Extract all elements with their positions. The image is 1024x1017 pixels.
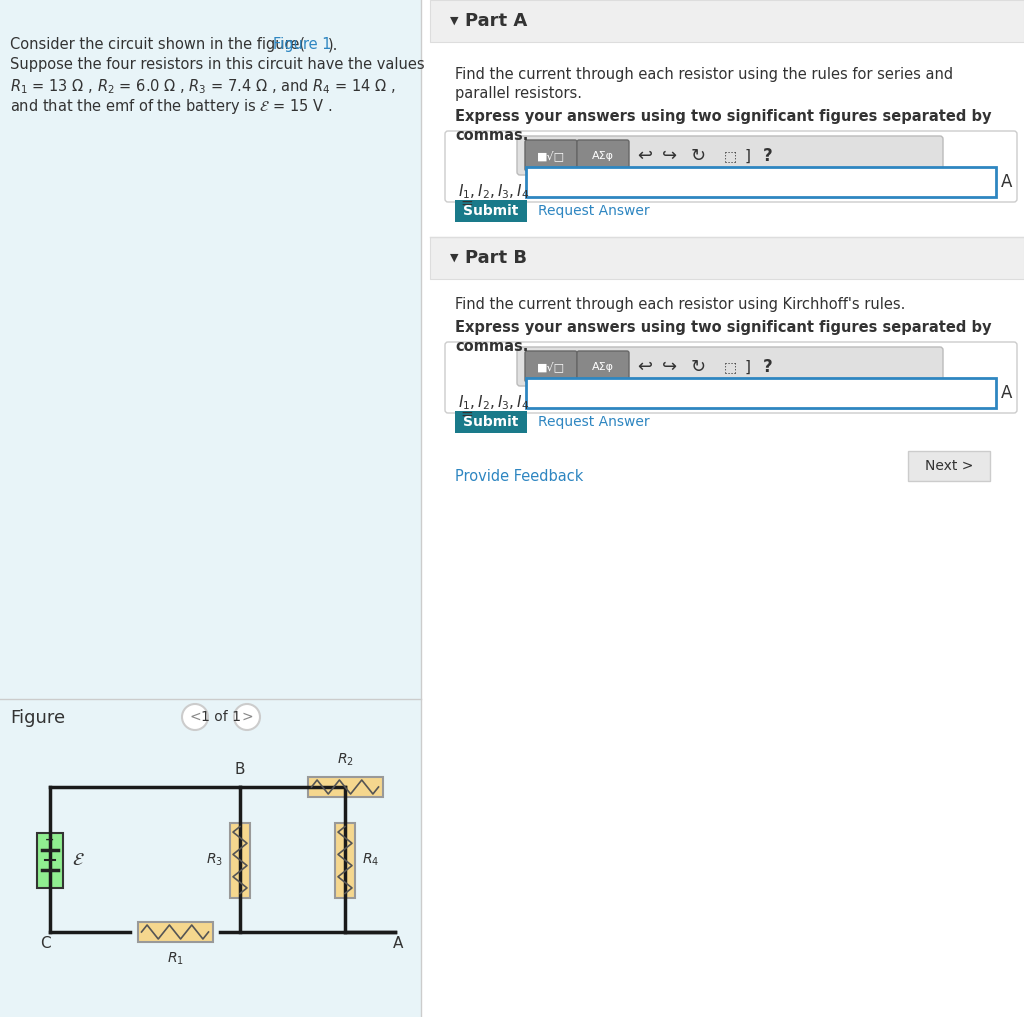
Text: AΣφ: AΣφ (592, 362, 614, 372)
Text: Part A: Part A (465, 12, 527, 29)
Text: Next >: Next > (925, 459, 973, 473)
Text: ?: ? (763, 358, 773, 376)
FancyBboxPatch shape (526, 378, 996, 408)
Text: 1 of 1: 1 of 1 (201, 710, 241, 724)
Text: $R_2$: $R_2$ (337, 752, 353, 768)
FancyBboxPatch shape (37, 833, 63, 888)
FancyBboxPatch shape (577, 351, 629, 382)
Text: Provide Feedback: Provide Feedback (455, 469, 584, 484)
Text: and that the emf of the battery is $\mathcal{E}$ = 15 V .: and that the emf of the battery is $\mat… (10, 97, 333, 116)
Text: Submit: Submit (463, 204, 519, 218)
Text: +: + (45, 835, 54, 845)
Text: $\mathcal{E}$: $\mathcal{E}$ (72, 851, 85, 869)
FancyBboxPatch shape (455, 200, 527, 222)
Text: C: C (40, 936, 50, 951)
Text: ▼: ▼ (450, 253, 459, 263)
Text: $=$: $=$ (458, 406, 474, 421)
FancyBboxPatch shape (445, 131, 1017, 202)
Text: ]: ] (745, 148, 751, 164)
FancyBboxPatch shape (430, 237, 1024, 279)
Text: Express your answers using two significant figures separated by: Express your answers using two significa… (455, 109, 991, 124)
FancyBboxPatch shape (455, 411, 527, 433)
Text: Suppose the four resistors in this circuit have the values: Suppose the four resistors in this circu… (10, 57, 425, 72)
Text: ■√□: ■√□ (537, 151, 565, 162)
Text: ↻: ↻ (690, 147, 706, 165)
Text: ↻: ↻ (690, 358, 706, 376)
FancyBboxPatch shape (430, 0, 1024, 42)
Circle shape (234, 704, 260, 730)
Text: ⬚: ⬚ (723, 360, 736, 374)
FancyBboxPatch shape (577, 140, 629, 171)
Text: parallel resistors.: parallel resistors. (455, 86, 582, 101)
Text: Request Answer: Request Answer (538, 204, 649, 218)
FancyBboxPatch shape (525, 140, 577, 171)
FancyBboxPatch shape (137, 922, 213, 942)
Text: Express your answers using two significant figures separated by: Express your answers using two significa… (455, 320, 991, 335)
Text: <: < (189, 710, 201, 724)
Text: Figure: Figure (10, 709, 66, 727)
Text: ).: ). (328, 37, 338, 52)
Text: ▼: ▼ (450, 16, 459, 26)
Text: $R_1$ = 13 $\Omega$ , $R_2$ = 6.0 $\Omega$ , $R_3$ = 7.4 $\Omega$ , and $R_4$ = : $R_1$ = 13 $\Omega$ , $R_2$ = 6.0 $\Omeg… (10, 77, 395, 96)
Text: >: > (242, 710, 253, 724)
FancyBboxPatch shape (526, 167, 996, 197)
FancyBboxPatch shape (517, 347, 943, 386)
Text: commas.: commas. (455, 339, 528, 354)
FancyBboxPatch shape (525, 351, 577, 382)
Circle shape (182, 704, 208, 730)
Text: AΣφ: AΣφ (592, 151, 614, 161)
Text: Find the current through each resistor using the rules for series and: Find the current through each resistor u… (455, 67, 953, 82)
Text: $R_4$: $R_4$ (362, 852, 379, 869)
Text: B: B (234, 762, 246, 777)
Text: A: A (1001, 173, 1013, 191)
Text: A: A (393, 936, 403, 951)
Text: Consider the circuit shown in the figure(: Consider the circuit shown in the figure… (10, 37, 305, 52)
Text: Request Answer: Request Answer (538, 415, 649, 429)
Text: $R_3$: $R_3$ (206, 852, 223, 869)
FancyBboxPatch shape (517, 136, 943, 175)
Text: Figure 1: Figure 1 (273, 37, 332, 52)
Text: Part B: Part B (465, 249, 527, 267)
Text: ⬚: ⬚ (723, 149, 736, 163)
Text: $I_1, I_2, I_3, I_4$: $I_1, I_2, I_3, I_4$ (458, 393, 529, 412)
Text: A: A (1001, 384, 1013, 402)
Text: ■√□: ■√□ (537, 362, 565, 372)
FancyBboxPatch shape (908, 451, 990, 481)
FancyBboxPatch shape (0, 0, 421, 1017)
Text: $=$: $=$ (458, 195, 474, 210)
Text: ↩: ↩ (637, 147, 652, 165)
Text: $I_1, I_2, I_3, I_4$: $I_1, I_2, I_3, I_4$ (458, 182, 529, 200)
Text: commas.: commas. (455, 128, 528, 143)
Text: ↪: ↪ (663, 358, 678, 376)
Text: ]: ] (745, 359, 751, 374)
Text: Submit: Submit (463, 415, 519, 429)
Text: ↪: ↪ (663, 147, 678, 165)
Text: ↩: ↩ (637, 358, 652, 376)
FancyBboxPatch shape (307, 777, 383, 797)
Text: $R_1$: $R_1$ (167, 951, 183, 967)
Text: ?: ? (763, 147, 773, 165)
FancyBboxPatch shape (335, 823, 355, 897)
FancyBboxPatch shape (230, 823, 250, 897)
Text: Find the current through each resistor using Kirchhoff's rules.: Find the current through each resistor u… (455, 297, 905, 312)
FancyBboxPatch shape (445, 342, 1017, 413)
